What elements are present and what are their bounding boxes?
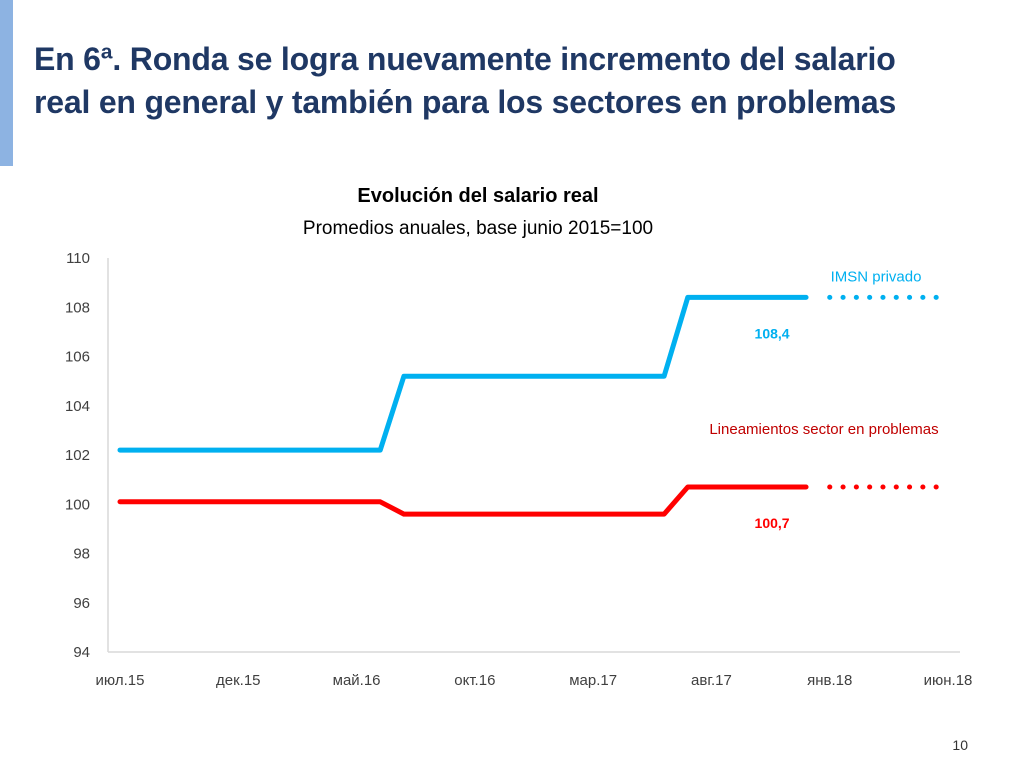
x-tick-label: июн.18 [924,672,973,689]
series-end-value-label: 108,4 [755,325,790,341]
series-layer [117,294,951,517]
page-number: 10 [952,737,968,753]
x-tick-label: янв.18 [807,672,852,689]
slide-title-line-2: real en general y también para los secto… [34,84,897,120]
slide-title: En 6ª. Ronda se logra nuevamente increme… [34,38,994,124]
x-tick-label: май.16 [333,672,381,689]
x-tick-label: авг.17 [691,672,732,689]
y-tick-label: 100 [65,496,90,513]
series-line [117,484,809,517]
slide-title-line-1: En 6ª. Ronda se logra nuevamente increme… [34,41,896,77]
y-tick-labels: 94 96 98 100 102 104 106 108 110 [65,250,90,661]
accent-bar [0,0,13,166]
series-labels: IMSN privado 108,4 Lineamientos sector en … [709,268,938,531]
y-tick-label: 98 [73,546,90,563]
y-tick-label: 106 [65,349,90,366]
y-tick-label: 94 [73,644,90,661]
y-tick-label: 108 [65,299,90,316]
x-tick-label: окт.16 [454,672,495,689]
y-tick-label: 96 [73,595,90,612]
x-tick-label: мар.17 [569,672,617,689]
chart-subtitle: Promedios anuales, base junio 2015=100 [303,218,653,239]
series-line [117,294,809,453]
series-name-label: Lineamientos sector en problemas [709,421,938,438]
y-tick-label: 104 [65,398,90,415]
y-tick-label: 110 [66,250,90,267]
series-name-label: IMSN privado [831,268,922,285]
x-tick-label: дек.15 [216,672,261,689]
y-tick-label: 102 [65,447,90,464]
x-tick-label: июл.15 [96,672,145,689]
series-end-value-label: 100,7 [755,515,790,531]
x-tick-labels: июл.15 дек.15 май.16 окт.16 мар.17 авг.17 янв.… [96,672,973,689]
chart-title: Evolución del salario real [357,185,598,207]
